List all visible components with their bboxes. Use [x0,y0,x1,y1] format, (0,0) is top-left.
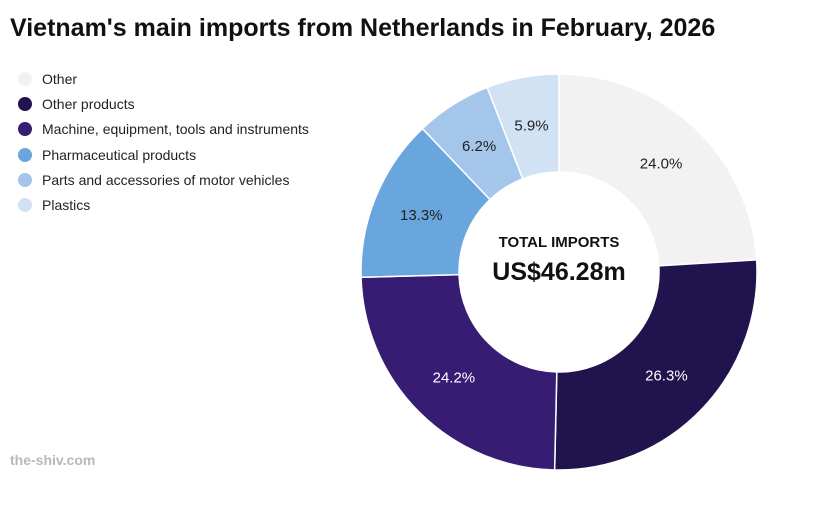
legend-swatch [18,198,32,213]
chart-legend: Other Other products Machine, equipment, t… [18,66,309,218]
donut-hole [459,172,659,372]
slice-value-label: 13.3% [400,207,443,224]
slice-value-label: 26.3% [645,367,688,384]
source-watermark: the-shiv.com [10,452,96,468]
center-total-label: TOTAL IMPORTS [499,234,620,251]
legend-label: Other [42,70,78,87]
legend-swatch [18,71,32,86]
legend-label: Parts and accessories of motor vehicles [42,171,290,188]
donut-slice[interactable] [486,73,560,180]
chart-title: Vietnam's main imports from Netherlands … [10,14,716,42]
slice-value-label: 6.2% [462,138,496,155]
donut-slice[interactable] [553,259,758,471]
legend-swatch [18,122,32,137]
donut-slices [360,73,758,471]
legend-item[interactable]: Other [18,66,309,91]
legend-item[interactable]: Plastics [18,192,309,217]
legend-label: Machine, equipment, tools and instrument… [42,121,309,138]
donut-slice-labels: 24.0% 26.3% 24.2% 13.3% 6.2% 5.9% [400,118,688,387]
legend-label: Other products [42,95,135,112]
legend-item[interactable]: Other products [18,91,309,116]
legend-swatch [18,96,32,111]
legend-label: Pharmaceutical products [42,146,197,163]
center-total-value: US$46.28m [492,258,625,286]
legend-item[interactable]: Machine, equipment, tools and instrument… [18,117,309,142]
slice-value-label: 24.2% [433,370,476,387]
legend-item[interactable]: Pharmaceutical products [18,142,309,167]
slice-value-label: 24.0% [640,155,683,172]
legend-swatch [18,172,32,187]
slice-value-label: 5.9% [514,118,548,135]
legend-item[interactable]: Parts and accessories of motor vehicles [18,167,309,192]
legend-label: Plastics [42,197,91,214]
legend-swatch [18,147,32,162]
